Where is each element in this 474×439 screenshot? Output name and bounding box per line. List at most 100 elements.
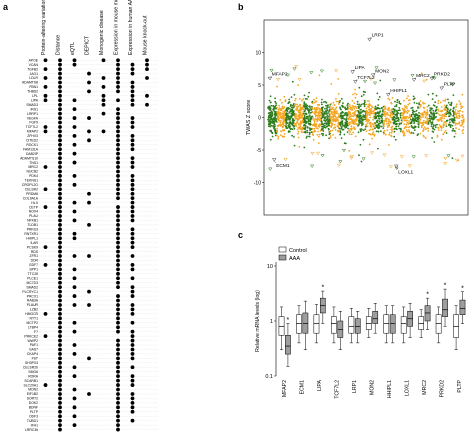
twas-point [392,121,395,124]
gene-label: TTC28 [28,272,38,276]
gene-label: HHIPL1 [26,236,38,240]
twas-point [397,109,400,112]
evidence-dot [58,227,62,232]
twas-point [304,106,307,108]
twas-point [461,121,464,124]
twas-point [443,109,446,111]
twas-point [305,117,308,120]
twas-point [271,113,274,115]
twas-point [350,133,353,136]
evidence-dot [43,93,48,98]
column-header: Monogenic disease [99,10,105,55]
gene-label-tcf7l2: TCF7L2 [357,75,375,81]
evidence-dot [58,414,62,419]
twas-point [306,129,309,132]
twas-point [294,97,297,100]
twas-point [442,133,445,136]
twas-point [391,97,394,99]
evidence-dot [58,178,62,183]
evidence-dot [58,343,62,347]
twas-point [270,101,272,104]
twas-point [311,107,314,110]
twas-point [390,126,393,129]
twas-point [274,131,277,134]
evidence-dot [58,214,62,218]
evidence-dot [58,76,62,80]
twas-point [417,106,419,108]
evidence-dot [145,62,149,67]
evidence-dot [116,267,120,272]
twas-point [329,116,332,118]
evidence-dot [72,320,77,325]
evidence-dot [72,133,77,138]
twas-point [445,113,448,116]
twas-point [365,107,368,110]
twas-point [279,134,282,137]
twas-point [422,113,424,116]
twas-point [341,104,343,107]
twas-point [343,118,346,120]
column-header: eQTL [70,42,76,55]
twas-point [346,108,349,110]
twas-point [304,104,307,106]
twas-outlier-triangle [362,79,368,84]
twas-point [387,114,390,116]
twas-point [444,100,447,102]
evidence-dot [116,165,120,169]
evidence-dot [58,298,62,303]
twas-point [282,126,284,129]
twas-point [308,133,311,136]
twas-point [285,127,288,129]
twas-point [439,110,442,113]
twas-point [445,105,448,108]
twas-point [302,98,305,101]
label-leader [274,161,277,163]
evidence-dot [130,352,135,356]
twas-point [320,132,323,135]
twas-point [311,111,314,114]
box-aaa [424,305,431,322]
twas-point [272,105,274,107]
twas-point [366,118,369,121]
twas-point [399,114,402,117]
evidence-dot [43,98,48,103]
twas-point [291,122,294,125]
twas-point [309,105,311,108]
significance-star: * [321,285,324,292]
twas-point [268,99,271,102]
twas-point [437,99,440,102]
twas-point [335,97,337,100]
twas-point [318,110,321,113]
twas-point [420,125,423,127]
y-axis-label: TWAS Z score [246,100,252,136]
twas-point [354,96,357,99]
twas-point [307,115,310,118]
evidence-dot [116,98,120,103]
evidence-dot [72,374,77,379]
evidence-dot [43,245,48,250]
twas-point [396,116,399,119]
twas-point [316,118,319,121]
twas-point [342,124,345,127]
twas-point [282,123,284,125]
gene-label: RNTXR1 [24,232,38,236]
twas-point [454,124,457,126]
twas-point [336,116,339,119]
twas-point [352,106,355,109]
twas-point [379,110,382,113]
twas-point [293,122,296,125]
twas-point [332,101,335,104]
twas-point [353,102,356,105]
twas-point [330,123,333,126]
twas-point [307,119,310,121]
twas-point [423,126,426,128]
twas-point [351,120,353,123]
gene-label: FGF9 [29,121,38,125]
evidence-dot [72,414,77,419]
twas-point [367,104,370,106]
twas-point [281,112,284,115]
evidence-dot [130,62,135,67]
twas-point [342,102,344,104]
evidence-dot [58,365,62,370]
evidence-dot [58,303,62,307]
